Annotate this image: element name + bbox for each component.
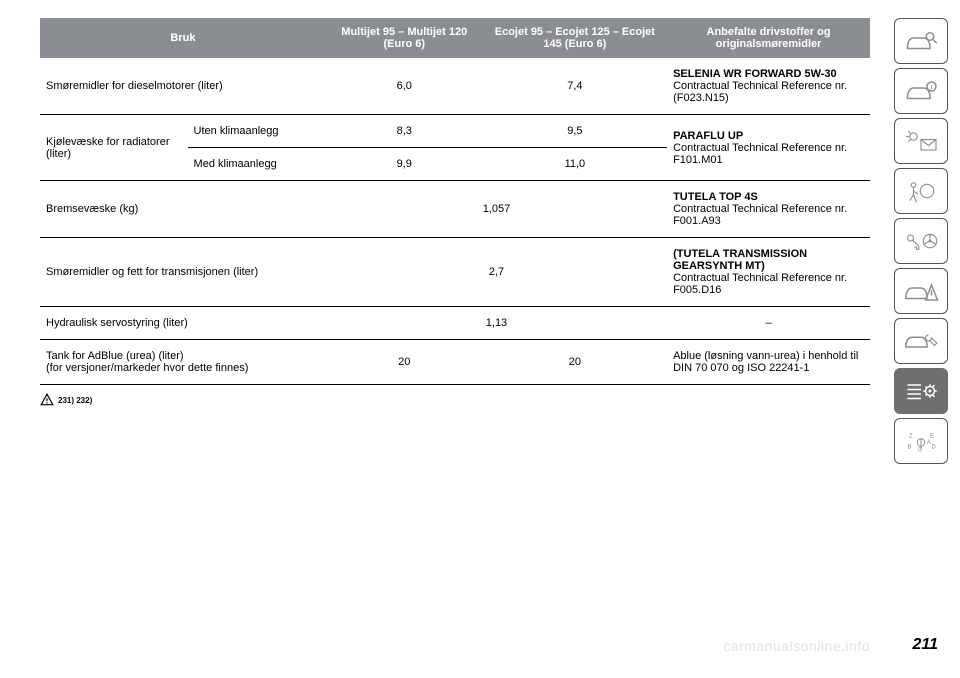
col-ecojet: Ecojet 95 – Ecojet 125 – Ecojet 145 (Eur… bbox=[483, 18, 667, 58]
row-label: Kjølevæske for radiatorer (liter) bbox=[40, 115, 188, 181]
row-sub-label: Uten klimaanlegg bbox=[188, 115, 326, 148]
row-rec: TUTELA TOP 4S Contractual Technical Refe… bbox=[667, 181, 870, 238]
table-row: Tank for AdBlue (urea) (liter) (for vers… bbox=[40, 340, 870, 385]
sidebar-item-list-gear[interactable] bbox=[894, 368, 948, 414]
col-bruk: Bruk bbox=[40, 18, 326, 58]
row-c2: 9,5 bbox=[483, 115, 667, 148]
rec-bold: (TUTELA TRANSMISSION GEARSYNTH MT) bbox=[673, 248, 807, 272]
key-wheel-icon bbox=[903, 226, 939, 256]
row-c1: 9,9 bbox=[326, 148, 483, 181]
row-c2: 20 bbox=[483, 340, 667, 385]
page-number: 211 bbox=[912, 636, 938, 654]
table-row: Bremsevæske (kg) 1,057 TUTELA TOP 4S Con… bbox=[40, 181, 870, 238]
table-row: Kjølevæske for radiatorer (liter) Uten k… bbox=[40, 115, 870, 148]
table-row: Smøremidler og fett for transmisjonen (l… bbox=[40, 238, 870, 307]
row-rec: PARAFLU UP Contractual Technical Referen… bbox=[667, 115, 870, 181]
airbag-icon bbox=[903, 176, 939, 206]
svg-text:A: A bbox=[927, 440, 931, 446]
car-hazard-icon bbox=[903, 276, 939, 306]
footnote: 231) 232) bbox=[40, 393, 870, 407]
row-label: Bremsevæske (kg) bbox=[40, 181, 326, 238]
sidebar-item-airbag[interactable] bbox=[894, 168, 948, 214]
sidebar-item-light-mail[interactable] bbox=[894, 118, 948, 164]
row-label: Smøremidler for dieselmotorer (liter) bbox=[40, 58, 326, 115]
row-label: Smøremidler og fett for transmisjonen (l… bbox=[40, 238, 326, 307]
sidebar-item-gearbox-letters[interactable]: Z E B D C A bbox=[894, 418, 948, 464]
row-label: Tank for AdBlue (urea) (liter) (for vers… bbox=[40, 340, 326, 385]
sidebar-item-car-info[interactable]: i bbox=[894, 68, 948, 114]
row-c1: 20 bbox=[326, 340, 483, 385]
car-wrench-icon bbox=[903, 326, 939, 356]
sidebar-item-key-wheel[interactable] bbox=[894, 218, 948, 264]
row-c2: 11,0 bbox=[483, 148, 667, 181]
watermark: carmanualsonline.info bbox=[723, 638, 870, 654]
list-gear-icon bbox=[903, 376, 939, 406]
row-c2: 7,4 bbox=[483, 58, 667, 115]
row-label: Hydraulisk servostyring (liter) bbox=[40, 307, 326, 340]
row-rec: (TUTELA TRANSMISSION GEARSYNTH MT) Contr… bbox=[667, 238, 870, 307]
row-rec: – bbox=[667, 307, 870, 340]
table-row: Smøremidler for dieselmotorer (liter) 6,… bbox=[40, 58, 870, 115]
row-merged: 1,057 bbox=[326, 181, 667, 238]
svg-text:B: B bbox=[908, 445, 912, 451]
footnote-text: 231) 232) bbox=[58, 396, 92, 405]
svg-text:E: E bbox=[930, 433, 934, 439]
fluids-spec-table: Bruk Multijet 95 – Multijet 120 (Euro 6)… bbox=[40, 18, 870, 385]
col-recommended: Anbefalte drivstoffer og originalsmøremi… bbox=[667, 18, 870, 58]
svg-text:Z: Z bbox=[909, 433, 913, 439]
rec-rest: Contractual Technical Reference nr. F005… bbox=[673, 272, 847, 296]
page-content: Bruk Multijet 95 – Multijet 120 (Euro 6)… bbox=[0, 0, 960, 417]
row-c1: 6,0 bbox=[326, 58, 483, 115]
rec-bold: TUTELA TOP 4S bbox=[673, 191, 758, 203]
row-rec: SELENIA WR FORWARD 5W-30 Contractual Tec… bbox=[667, 58, 870, 115]
table-header: Bruk Multijet 95 – Multijet 120 (Euro 6)… bbox=[40, 18, 870, 58]
rec-rest: Contractual Technical Reference nr. F001… bbox=[673, 203, 847, 227]
table-row: Hydraulisk servostyring (liter) 1,13 – bbox=[40, 307, 870, 340]
row-rec: Ablue (løsning vann-urea) i henhold til … bbox=[667, 340, 870, 385]
warning-icon bbox=[40, 393, 54, 407]
rec-bold: SELENIA WR FORWARD 5W-30 bbox=[673, 68, 837, 80]
table-body: Smøremidler for dieselmotorer (liter) 6,… bbox=[40, 58, 870, 385]
sidebar-item-car-search[interactable] bbox=[894, 18, 948, 64]
section-sidebar: i bbox=[894, 18, 948, 464]
sidebar-item-car-hazard[interactable] bbox=[894, 268, 948, 314]
rec-bold: PARAFLU UP bbox=[673, 130, 743, 142]
car-search-icon bbox=[903, 26, 939, 56]
row-c1: 8,3 bbox=[326, 115, 483, 148]
row-merged: 1,13 bbox=[326, 307, 667, 340]
sidebar-item-car-wrench[interactable] bbox=[894, 318, 948, 364]
rec-rest: Contractual Technical Reference nr. F101… bbox=[673, 142, 847, 166]
gearbox-letters-icon: Z E B D C A bbox=[903, 426, 939, 456]
light-mail-icon bbox=[903, 126, 939, 156]
row-merged: 2,7 bbox=[326, 238, 667, 307]
col-multijet: Multijet 95 – Multijet 120 (Euro 6) bbox=[326, 18, 483, 58]
svg-text:D: D bbox=[932, 445, 937, 451]
svg-text:i: i bbox=[931, 85, 933, 92]
row-sub-label: Med klimaanlegg bbox=[188, 148, 326, 181]
svg-text:C: C bbox=[918, 448, 923, 454]
car-info-icon: i bbox=[903, 76, 939, 106]
rec-rest: Contractual Technical Reference nr. (F02… bbox=[673, 80, 847, 104]
